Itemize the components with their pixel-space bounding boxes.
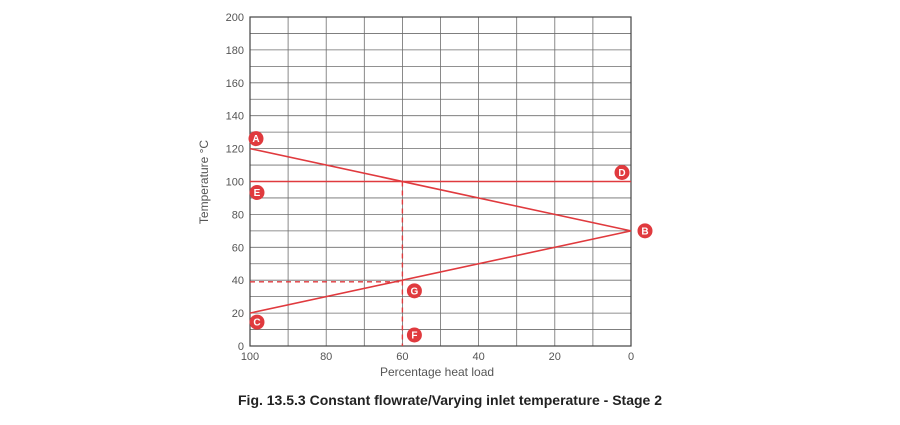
y-tick-label: 60: [232, 242, 244, 254]
marker-circle: [614, 165, 630, 180]
x-tick-label: 20: [549, 351, 561, 363]
marker-label: A: [252, 134, 259, 145]
marker-circle: [637, 223, 653, 239]
marker-circle: [406, 327, 422, 343]
y-tick-label: 20: [232, 308, 244, 320]
y-axis-label: Temperature °C: [197, 140, 211, 224]
marker-circle: [249, 314, 265, 330]
y-tick-label: 140: [226, 111, 244, 123]
x-tick-label: 80: [320, 351, 332, 363]
marker-circle: [406, 283, 422, 299]
chart-reference-lines: [250, 181, 404, 346]
x-tick-label: 0: [628, 351, 634, 363]
x-tick-label: 60: [396, 351, 408, 363]
marker-label: E: [254, 188, 261, 199]
marker-circle: [249, 185, 265, 200]
marker-label: C: [253, 318, 260, 329]
y-tick-label: 200: [226, 12, 244, 24]
y-tick-label: 40: [232, 275, 244, 287]
marker-e: E: [249, 185, 265, 200]
y-tick-label: 80: [232, 209, 244, 221]
marker-c: C: [249, 314, 265, 330]
marker-label: F: [411, 331, 417, 342]
marker-circle: [248, 131, 264, 147]
marker-f: F: [406, 327, 422, 343]
series-line: [249, 147, 632, 232]
x-tick-label: 40: [472, 351, 484, 363]
marker-label: D: [618, 168, 625, 179]
x-axis-label: Percentage heat load: [380, 365, 494, 379]
marker-label: G: [411, 286, 419, 297]
marker-b: B: [637, 223, 653, 239]
marker-g: G: [406, 283, 422, 299]
y-tick-label: 100: [226, 177, 244, 189]
y-tick-label: 0: [238, 341, 244, 353]
x-tick-label: 100: [241, 351, 259, 363]
marker-d: D: [614, 165, 630, 180]
y-tick-label: 180: [226, 45, 244, 57]
y-tick-label: 120: [226, 144, 244, 156]
series-line: [249, 230, 632, 314]
chart-series: [249, 147, 632, 314]
figure-caption: Fig. 13.5.3 Constant flowrate/Varying in…: [238, 392, 662, 408]
marker-a: A: [248, 131, 264, 147]
chart-annotations: A B C D E F G: [248, 131, 653, 343]
marker-label: B: [641, 226, 648, 237]
y-tick-label: 160: [226, 78, 244, 90]
